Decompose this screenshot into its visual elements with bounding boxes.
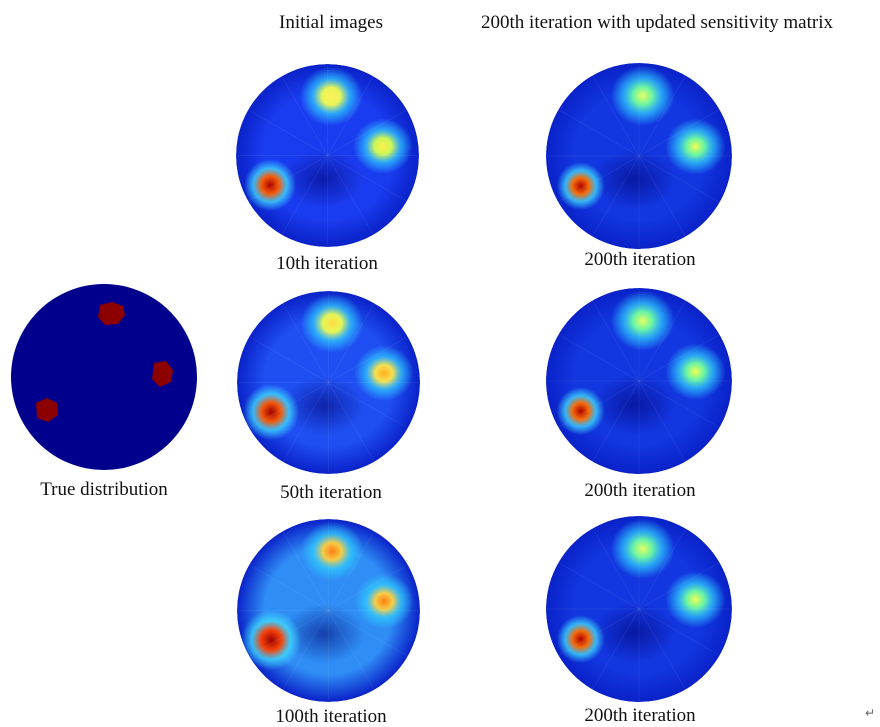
low-conductivity-region	[283, 604, 365, 664]
hotspot-top	[610, 290, 675, 351]
hotspot-right	[354, 573, 414, 629]
paragraph-mark: ↵	[865, 706, 876, 720]
low-conductivity-region	[283, 376, 365, 436]
reconstruction-200th-updated-3	[545, 515, 733, 703]
true-distribution-image	[10, 283, 198, 471]
hotspot-top	[300, 293, 364, 353]
true-distribution-label: True distribution	[40, 479, 168, 500]
mesh-overlay	[237, 519, 420, 702]
inclusion-left	[36, 398, 58, 422]
hotspot-left	[556, 162, 605, 211]
mesh-overlay	[546, 288, 732, 474]
header-initial-images: Initial images	[279, 12, 383, 33]
hotspot-left	[241, 610, 302, 671]
mesh-overlay	[546, 63, 732, 249]
reconstruction-200th-updated-2	[545, 287, 733, 475]
low-conductivity-region	[592, 602, 676, 663]
hotspot-right	[354, 345, 414, 401]
hotspot-left	[556, 615, 605, 664]
low-conductivity-region	[282, 149, 364, 209]
inclusion-top	[98, 302, 125, 325]
reconstruction-100th-iteration	[236, 518, 421, 703]
hotspot-top	[610, 518, 675, 579]
label-200th-iteration-1: 200th iteration	[584, 249, 696, 270]
label-10th-iteration: 10th iteration	[276, 253, 378, 274]
hotspot-top	[299, 66, 363, 126]
hotspot-left	[556, 387, 605, 436]
hotspot-left	[243, 384, 300, 441]
reconstruction-10th-iteration	[235, 63, 420, 248]
hotspot-right	[353, 118, 413, 174]
label-100th-iteration: 100th iteration	[275, 706, 387, 727]
mesh-overlay	[237, 291, 420, 474]
mesh-overlay	[236, 64, 419, 247]
hotspot-right	[665, 571, 726, 628]
low-conductivity-region	[592, 374, 676, 435]
mesh-overlay	[546, 516, 732, 702]
label-200th-iteration-2: 200th iteration	[584, 480, 696, 501]
hotspot-right	[665, 118, 726, 175]
hotspot-left	[244, 159, 297, 212]
reconstruction-200th-updated-1	[545, 62, 733, 250]
hotspot-top	[300, 521, 364, 581]
label-200th-iteration-3: 200th iteration	[584, 705, 696, 726]
label-50th-iteration: 50th iteration	[280, 482, 382, 503]
header-updated-sensitivity: 200th iteration with updated sensitivity…	[481, 12, 833, 33]
low-conductivity-region	[592, 149, 676, 210]
inclusion-right	[152, 361, 173, 387]
hotspot-right	[665, 343, 726, 400]
hotspot-top	[610, 65, 675, 126]
reconstruction-50th-iteration	[236, 290, 421, 475]
true-distribution-background	[11, 284, 197, 470]
